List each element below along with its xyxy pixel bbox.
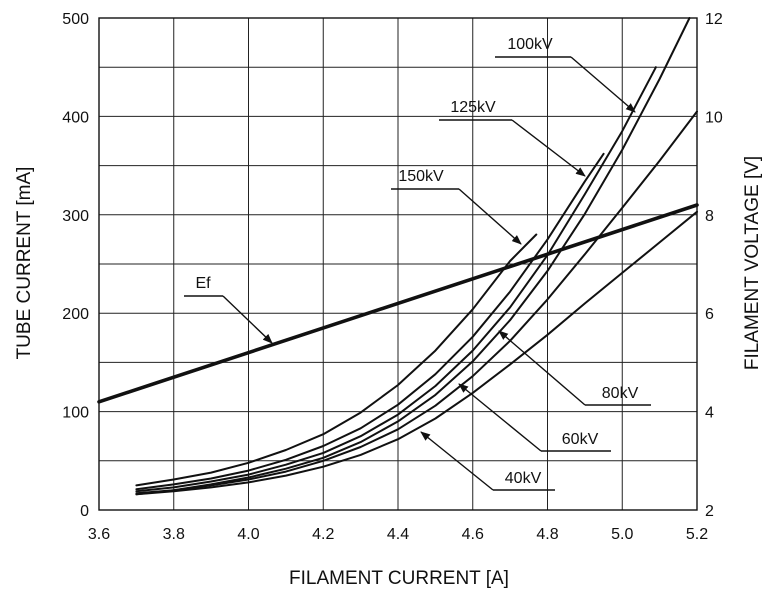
curve-label-ef: Ef [195, 275, 211, 292]
x-tick-label: 3.8 [163, 526, 185, 543]
y-tick-label: 400 [62, 109, 89, 126]
y-tick-label: 200 [62, 306, 89, 323]
curve-label-80kv: 80kV [602, 385, 639, 402]
curves [97, 17, 699, 496]
series-line-ef [97, 203, 699, 404]
label-pointers [184, 56, 651, 491]
label-leader-100kv [570, 56, 636, 113]
series-line-40kv [135, 210, 698, 496]
series-line-150kv [135, 233, 538, 487]
curve-label-125kv: 125kV [450, 99, 496, 116]
x-tick-label: 3.6 [88, 526, 110, 543]
series-line-80kv [135, 17, 691, 495]
x-tick-label: 5.2 [686, 526, 708, 543]
y-tick-label: 300 [62, 208, 89, 225]
series-line-100kv [135, 66, 657, 493]
plot-frame [98, 17, 698, 511]
x-tick-label: 5.0 [611, 526, 633, 543]
y-tick-label: 100 [62, 405, 89, 422]
curve-label-40kv: 40kV [505, 470, 542, 487]
y2-tick-label: 10 [705, 109, 723, 126]
label-leader-80kv [498, 330, 586, 406]
x-tick-label: 4.6 [462, 526, 484, 543]
series-line-125kv [135, 152, 605, 491]
curve-label-60kv: 60kV [562, 431, 599, 448]
y2-tick-label: 4 [705, 405, 714, 422]
x-tick-label: 4.2 [312, 526, 334, 543]
tick-labels: 3.6 3.8 4.0 4.2 4.4 4.6 4.8 5.0 5.2 0 100 200 300 400… [62, 11, 723, 543]
y2-axis-title: FILAMENT VOLTAGE [V] [742, 156, 763, 370]
y2-tick-label: 8 [705, 208, 714, 225]
curve-labels: 150kV 125kV 100kV 80kV 60kV 40kV Ef [195, 36, 638, 487]
y2-tick-label: 2 [705, 503, 714, 520]
label-leader-60kv [458, 383, 542, 452]
y-axis-title: TUBE CURRENT [mA] [14, 167, 35, 360]
label-leader-40kv [420, 431, 494, 491]
x-tick-label: 4.4 [387, 526, 409, 543]
y2-tick-label: 6 [705, 306, 714, 323]
curve-label-100kv: 100kV [507, 36, 553, 53]
label-leader-150kv [458, 188, 522, 245]
label-leader-125kv [511, 119, 586, 177]
y2-tick-label: 12 [705, 11, 723, 28]
label-leader-ef [222, 295, 273, 344]
y-tick-label: 0 [80, 503, 89, 520]
grid [99, 18, 697, 510]
x-tick-label: 4.8 [536, 526, 558, 543]
x-axis-title: FILAMENT CURRENT [A] [289, 568, 509, 589]
y-tick-label: 500 [62, 11, 89, 28]
curve-label-150kv: 150kV [398, 168, 444, 185]
x-tick-label: 4.0 [237, 526, 259, 543]
series-line-60kv [135, 110, 698, 496]
